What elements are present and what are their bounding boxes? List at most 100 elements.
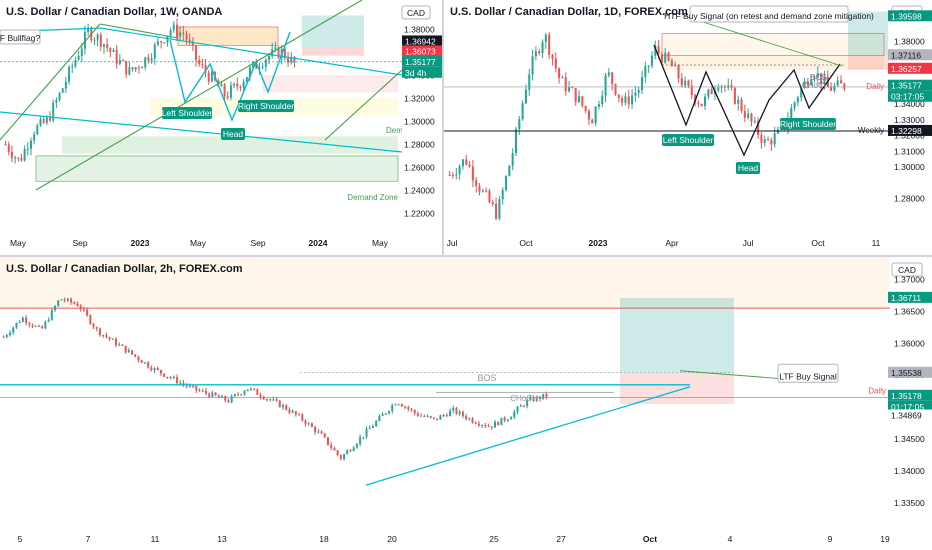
weekly-pink-zone — [262, 75, 398, 93]
weekly-candle — [293, 56, 296, 63]
h2-candle — [397, 404, 400, 406]
h2-callout-line — [679, 370, 779, 379]
daily-candle — [813, 77, 816, 80]
daily-label-head: Head — [738, 163, 759, 173]
daily-candle — [647, 65, 650, 67]
weekly-channel-lower — [0, 111, 403, 153]
daily-candle — [624, 96, 627, 103]
daily-x-tick: Oct — [519, 238, 533, 248]
h2-y-tick: 1.33500 — [894, 498, 925, 508]
h2-y-tick: 1.34500 — [894, 434, 925, 444]
weekly-candle — [163, 42, 166, 44]
h2-candle — [436, 418, 439, 420]
h2-candle — [352, 447, 355, 451]
h2-candle — [115, 338, 118, 346]
daily-label-right-shoulder: Right Shoulder — [780, 119, 836, 129]
weekly-candle — [93, 39, 96, 41]
weekly-candle — [87, 28, 90, 33]
h2-candle — [121, 344, 124, 346]
h2-candle — [230, 396, 233, 403]
h2-candle — [31, 324, 34, 327]
h2-candle — [458, 411, 461, 414]
h2-candle — [233, 394, 236, 397]
weekly-candle — [112, 49, 115, 52]
h2-candle — [346, 450, 349, 455]
weekly-y-tick: 1.24000 — [404, 185, 435, 195]
weekly-candle — [52, 102, 55, 121]
h2-candle — [522, 405, 525, 407]
daily-candle — [796, 97, 799, 103]
daily-candle — [568, 87, 571, 92]
daily-candle — [773, 133, 776, 145]
h2-badge-current-bg — [888, 389, 932, 401]
weekly-candle — [14, 157, 17, 159]
h2-candle — [317, 431, 320, 433]
h2-candle — [503, 417, 506, 421]
daily-candle — [621, 98, 624, 103]
daily-candle — [687, 80, 690, 86]
weekly-currency-box — [401, 5, 431, 20]
h2-candle — [172, 376, 175, 379]
weekly-bullflag-line-1 — [0, 23, 101, 141]
h2-candle — [333, 448, 336, 451]
h2-candle — [529, 397, 532, 400]
daily-candle — [574, 88, 577, 103]
weekly-candle — [204, 64, 207, 73]
daily-candle — [558, 68, 561, 78]
h2-currency: CAD — [898, 265, 916, 275]
h2-candle — [452, 407, 455, 411]
h2-x-tick: 9 — [828, 534, 833, 544]
daily-x-tick: 2023 — [589, 238, 608, 248]
h2-target-box — [620, 297, 734, 373]
daily-candle — [478, 185, 481, 192]
daily-badge-target: 1.39598 — [891, 11, 922, 21]
weekly-candle — [74, 59, 77, 67]
daily-candle — [830, 86, 833, 91]
h2-candle — [79, 306, 82, 310]
weekly-candle — [179, 32, 182, 37]
weekly-candle — [45, 117, 48, 123]
daily-candle — [581, 96, 584, 106]
daily-candle — [800, 88, 803, 98]
h2-x-tick: 18 — [319, 534, 329, 544]
weekly-candle — [68, 67, 71, 82]
daily-candle — [843, 83, 846, 89]
daily-candle — [471, 166, 474, 181]
daily-label-daily: Daily — [866, 82, 884, 91]
h2-candle — [82, 309, 85, 311]
h2-candle — [394, 404, 397, 406]
weekly-y-tick: 1.32000 — [404, 93, 435, 103]
weekly-x-tick: 2024 — [309, 238, 328, 248]
weekly-candle — [122, 60, 125, 62]
h2-candle — [294, 411, 297, 415]
daily-candle — [733, 87, 736, 104]
daily-label-weekly: Weekly — [858, 126, 884, 135]
weekly-label-dem: Dem — [386, 126, 403, 135]
daily-label-choch: CHoCH — [802, 81, 830, 90]
weekly-y-tick: 1.30000 — [404, 116, 435, 126]
h2-candle — [465, 416, 468, 420]
daily-candle — [660, 53, 663, 63]
weekly-candle — [287, 58, 290, 63]
weekly-candle — [33, 134, 36, 141]
h2-candle — [484, 425, 487, 427]
daily-candle — [757, 121, 760, 135]
daily-candle — [488, 191, 491, 203]
h2-badge-bos: 1.35538 — [891, 368, 922, 378]
h2-candle — [76, 303, 79, 307]
daily-candle — [637, 90, 640, 93]
h2-x-tick: 7 — [86, 534, 91, 544]
weekly-candle — [242, 81, 245, 88]
h2-candle — [163, 373, 166, 377]
daily-candle — [481, 190, 484, 192]
h2-label-ltf-signal-box — [777, 363, 839, 383]
daily-candle — [680, 78, 683, 86]
weekly-x-tick: Sep — [72, 238, 87, 248]
daily-label-left-shoulder: Left Shoulder — [663, 135, 714, 145]
weekly-candle — [10, 151, 13, 159]
daily-candle — [604, 75, 607, 96]
weekly-candle — [96, 34, 99, 40]
weekly-label-left-shoulder-box — [162, 107, 212, 119]
weekly-x-tick: May — [190, 238, 207, 248]
h2-candle — [420, 415, 423, 417]
